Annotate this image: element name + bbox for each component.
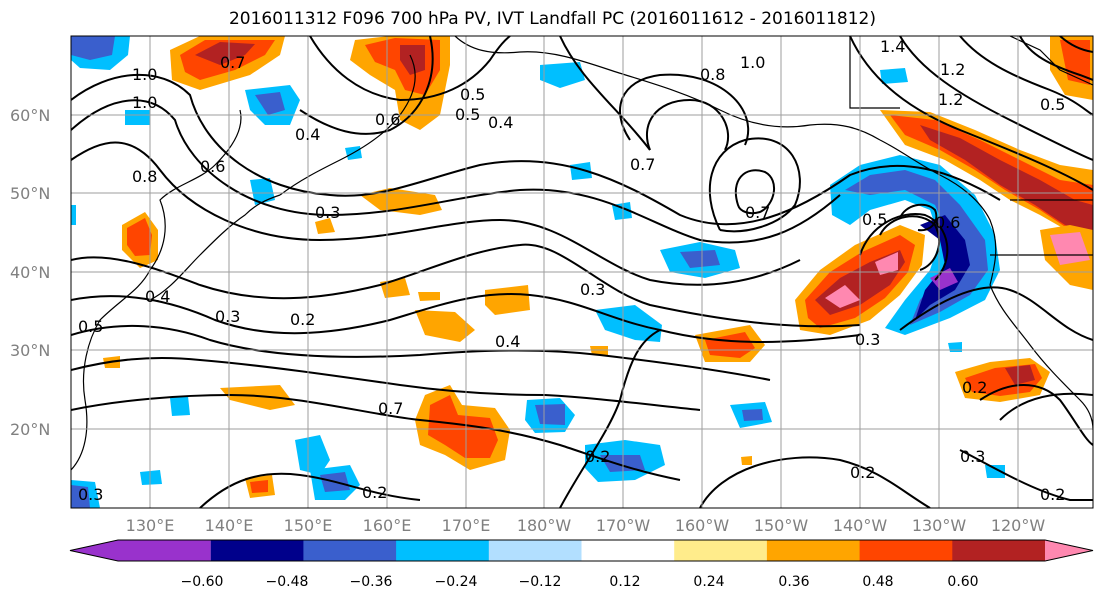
latitude-labels: 60°N 50°N 40°N 30°N 20°N — [10, 106, 50, 439]
lon-label: 160°W — [675, 516, 730, 535]
contour-labels: 1.0 0.7 1.0 0.8 0.6 0.4 0.5 0.6 0.5 0.4 … — [78, 37, 1065, 504]
colorbar-swatch — [303, 540, 397, 561]
colorbar-tick-label: 0.24 — [693, 574, 724, 590]
colorbar-swatch — [1045, 540, 1093, 561]
lat-label: 60°N — [10, 106, 50, 125]
pv-contours — [71, 36, 1093, 508]
contour-label: 1.2 — [940, 60, 965, 79]
lon-label: 150°W — [754, 516, 809, 535]
lon-label: 120°W — [991, 516, 1046, 535]
colorbar-tick-label: 0.36 — [778, 574, 809, 590]
lat-label: 20°N — [10, 420, 50, 439]
map-frame — [70, 35, 1094, 509]
lon-label: 140°W — [833, 516, 888, 535]
colorbar-tick-label: −0.60 — [181, 574, 224, 590]
contour-label: 0.3 — [580, 280, 605, 299]
lon-label: 150°E — [284, 516, 333, 535]
contour-label: 0.8 — [132, 167, 157, 186]
contour-label: 0.4 — [295, 125, 320, 144]
contour-label: 0.2 — [850, 463, 875, 482]
pv-shading — [71, 36, 1093, 508]
lon-label: 180°W — [517, 516, 572, 535]
colorbar-swatch — [952, 540, 1046, 561]
contour-label: 0.2 — [585, 447, 610, 466]
colorbar-tick-label: −0.24 — [435, 574, 478, 590]
gridlines — [71, 36, 1093, 508]
lon-label: 170°E — [442, 516, 491, 535]
contour-label: 1.0 — [132, 65, 157, 84]
contour-label: 0.6 — [200, 157, 225, 176]
contour-label: 0.5 — [460, 85, 485, 104]
colorbar-swatch — [396, 540, 490, 561]
contour-label: 0.6 — [935, 213, 960, 232]
colorbar-swatch — [581, 540, 675, 561]
colorbar-tick-label: 0.60 — [947, 574, 978, 590]
contour-label: 0.7 — [630, 155, 655, 174]
colorbar-swatch — [488, 540, 582, 561]
contour-label: 0.3 — [78, 485, 103, 504]
contour-label: 1.4 — [880, 37, 905, 56]
colorbar-swatch — [859, 540, 953, 561]
contour-label: 0.3 — [855, 330, 880, 349]
colorbar-swatch — [674, 540, 768, 561]
colorbar-tick-label: −0.12 — [519, 574, 562, 590]
contour-label: 0.7 — [745, 203, 770, 222]
colorbar-swatch — [70, 540, 211, 561]
contour-label: 0.5 — [862, 210, 887, 229]
colorbar-tick-label: −0.36 — [350, 574, 393, 590]
map-title: 2016011312 F096 700 hPa PV, IVT Landfall… — [228, 9, 876, 29]
contour-label: 1.0 — [740, 53, 765, 72]
lon-label: 160°E — [363, 516, 412, 535]
contour-label: 0.3 — [960, 447, 985, 466]
contour-label: 0.5 — [78, 317, 103, 336]
contour-label: 0.2 — [962, 378, 987, 397]
contour-label: 0.2 — [362, 483, 387, 502]
lon-label: 130°W — [912, 516, 967, 535]
colorbar-tick-label: 0.48 — [862, 574, 893, 590]
contour-label: 0.4 — [145, 287, 170, 306]
contour-label: 0.5 — [1040, 95, 1065, 114]
contour-label: 1.0 — [132, 93, 157, 112]
lon-label: 140°E — [205, 516, 254, 535]
lat-label: 30°N — [10, 341, 50, 360]
colorbar-swatch — [210, 540, 304, 561]
colorbar-tick-label: −0.48 — [266, 574, 309, 590]
contour-label: 1.2 — [938, 90, 963, 109]
colorbar-swatch — [766, 540, 861, 561]
colorbar-tick-labels: −0.60 −0.48 −0.36 −0.24 −0.12 0.12 0.24 … — [181, 574, 979, 590]
longitude-labels: 130°E 140°E 150°E 160°E 170°E 180°W 170°… — [126, 516, 1046, 535]
contour-label: 0.5 — [455, 105, 480, 124]
lat-label: 40°N — [10, 263, 50, 282]
contour-label: 0.6 — [375, 110, 400, 129]
contour-label: 0.4 — [495, 332, 520, 351]
contour-label: 0.7 — [220, 53, 245, 72]
colorbar-tick-label: 0.12 — [609, 574, 640, 590]
colorbar: −0.60 −0.48 −0.36 −0.24 −0.12 0.12 0.24 … — [69, 539, 1094, 590]
lon-label: 170°W — [596, 516, 651, 535]
lat-label: 50°N — [10, 184, 50, 203]
colorbar-outline — [69, 539, 1094, 562]
contour-label: 0.2 — [1040, 485, 1065, 504]
contour-label: 0.7 — [378, 399, 403, 418]
lon-label: 130°E — [126, 516, 175, 535]
contour-label: 0.3 — [215, 307, 240, 326]
contour-label: 0.4 — [488, 113, 513, 132]
contour-label: 0.3 — [315, 203, 340, 222]
contour-label: 0.8 — [700, 65, 725, 84]
contour-label: 0.2 — [290, 310, 315, 329]
colorbar-segments — [69, 539, 1094, 562]
